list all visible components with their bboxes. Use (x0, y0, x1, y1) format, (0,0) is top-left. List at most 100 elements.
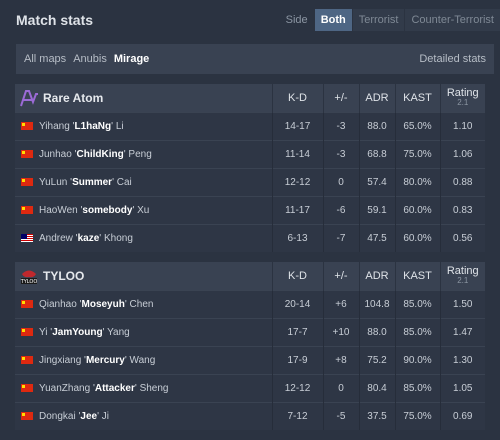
player-cell[interactable]: Qianhao 'Moseyuh' Chen (15, 289, 272, 318)
player-rating: 0.56 (439, 223, 485, 252)
player-first-name: YuanZhang (39, 382, 91, 394)
player-row: YuLun 'Summer' Cai 12-12 0 57.4 80.0% 0.88 (15, 167, 485, 196)
side-both-button[interactable]: Both (314, 9, 352, 31)
player-last-name: Ji (101, 410, 109, 422)
player-kd: 20-14 (271, 289, 323, 318)
player-plus-minus: +6 (322, 289, 359, 318)
player-row: YuanZhang 'Attacker' Sheng 12-12 0 80.4 85.0… (15, 373, 485, 402)
player-kast: 85.0% (394, 289, 440, 318)
player-adr: 47.5 (358, 223, 395, 252)
col-rating: Rating 2.1 (439, 84, 485, 112)
team-name: TYLOO (43, 268, 85, 283)
player-nickname: L1haNg (74, 120, 112, 132)
team-name: Rare Atom (43, 90, 104, 105)
tyloo-logo-icon: TYLOO (19, 266, 39, 286)
player-last-name: Xu (137, 204, 150, 216)
player-first-name: Yi (39, 326, 48, 338)
player-nickname: Attacker (94, 382, 135, 394)
player-cell[interactable]: Yihang 'L1haNg' Li (15, 111, 272, 140)
map-selector: All maps Anubis Mirage Detailed stats (16, 44, 494, 74)
player-rating: 0.88 (439, 167, 485, 196)
player-plus-minus: -3 (322, 139, 359, 168)
col-kd: K-D (271, 262, 323, 290)
side-terrorist-button[interactable]: Terrorist (352, 9, 405, 31)
player-plus-minus: -5 (322, 401, 359, 430)
player-kd: 17-9 (271, 345, 323, 374)
player-kast: 60.0% (394, 223, 440, 252)
player-plus-minus: 0 (322, 373, 359, 402)
player-first-name: YuLun (39, 176, 68, 188)
team-table-tyloo: TYLOO TYLOO K-D +/- ADR KAST Rating 2.1 … (15, 262, 485, 430)
player-rating: 1.10 (439, 111, 485, 140)
player-nickname: Summer (72, 176, 113, 188)
map-tab-anubis[interactable]: Anubis (73, 53, 107, 65)
player-plus-minus: -6 (322, 195, 359, 224)
player-kast: 85.0% (394, 373, 440, 402)
col-plus-minus: +/- (322, 262, 359, 290)
player-nickname: kaze (77, 232, 100, 244)
player-adr: 88.0 (358, 317, 395, 346)
player-cell[interactable]: Dongkai 'Jee' Ji (15, 401, 272, 430)
player-adr: 80.4 (358, 373, 395, 402)
svg-text:TYLOO: TYLOO (20, 279, 38, 285)
map-tab-mirage[interactable]: Mirage (113, 53, 150, 65)
player-kd: 12-12 (271, 373, 323, 402)
china-flag-icon (21, 327, 33, 336)
player-cell[interactable]: Junhao 'ChildKing' Peng (15, 139, 272, 168)
china-flag-icon (21, 177, 33, 186)
col-kast: KAST (394, 262, 440, 290)
player-last-name: Yang (107, 326, 130, 338)
player-row: HaoWen 'somebody' Xu 11-17 -6 59.1 60.0% 0.83 (15, 195, 485, 224)
player-cell[interactable]: Jingxiang 'Mercury' Wang (15, 345, 272, 374)
map-tab-all[interactable]: All maps (24, 53, 67, 65)
match-stats-header: Match stats Side Both Terrorist Counter-… (0, 0, 500, 40)
player-kast: 85.0% (394, 317, 440, 346)
china-flag-icon (21, 121, 33, 130)
player-adr: 104.8 (358, 289, 395, 318)
player-row: Yi 'JamYoung' Yang 17-7 +10 88.0 85.0% 1.47 (15, 317, 485, 346)
player-first-name: Jingxiang (39, 354, 82, 366)
player-adr: 57.4 (358, 167, 395, 196)
player-kast: 90.0% (394, 345, 440, 374)
page-title: Match stats (16, 12, 94, 28)
china-flag-icon (21, 412, 33, 421)
player-first-name: Junhao (39, 148, 72, 160)
player-plus-minus: -7 (322, 223, 359, 252)
player-last-name: Li (115, 120, 124, 132)
player-row: Qianhao 'Moseyuh' Chen 20-14 +6 104.8 85.0% 1… (15, 289, 485, 318)
team-table-rare-atom: Rare Atom K-D +/- ADR KAST Rating 2.1 Yi… (15, 84, 485, 252)
side-label: Side (285, 14, 308, 26)
player-plus-minus: 0 (322, 167, 359, 196)
player-first-name: Andrew (39, 232, 73, 244)
rare-atom-logo-icon (19, 88, 39, 108)
col-adr: ADR (358, 84, 395, 112)
player-cell[interactable]: HaoWen 'somebody' Xu (15, 195, 272, 224)
player-first-name: Yihang (39, 120, 70, 132)
player-kast: 80.0% (394, 167, 440, 196)
side-ct-button[interactable]: Counter-Terrorist (405, 9, 500, 31)
player-adr: 37.5 (358, 401, 395, 430)
player-adr: 88.0 (358, 111, 395, 140)
player-row: Jingxiang 'Mercury' Wang 17-9 +8 75.2 90.0% 1… (15, 345, 485, 374)
player-last-name: Cai (116, 176, 132, 188)
team-name-cell[interactable]: TYLOO TYLOO (15, 262, 272, 290)
player-cell[interactable]: YuanZhang 'Attacker' Sheng (15, 373, 272, 402)
player-kd: 7-12 (271, 401, 323, 430)
china-flag-icon (21, 205, 33, 214)
player-kast: 60.0% (394, 195, 440, 224)
player-kast: 75.0% (394, 401, 440, 430)
player-rating: 0.83 (439, 195, 485, 224)
player-nickname: Moseyuh (81, 298, 125, 310)
team-header-row: Rare Atom K-D +/- ADR KAST Rating 2.1 (15, 84, 485, 112)
player-kd: 11-14 (271, 139, 323, 168)
player-adr: 75.2 (358, 345, 395, 374)
detailed-stats-link[interactable]: Detailed stats (419, 53, 486, 65)
player-cell[interactable]: Yi 'JamYoung' Yang (15, 317, 272, 346)
col-rating: Rating 2.1 (439, 262, 485, 290)
player-rating: 1.50 (439, 289, 485, 318)
player-adr: 59.1 (358, 195, 395, 224)
team-name-cell[interactable]: Rare Atom (15, 84, 272, 112)
player-cell[interactable]: Andrew 'kaze' Khong (15, 223, 272, 252)
player-kd: 12-12 (271, 167, 323, 196)
player-cell[interactable]: YuLun 'Summer' Cai (15, 167, 272, 196)
